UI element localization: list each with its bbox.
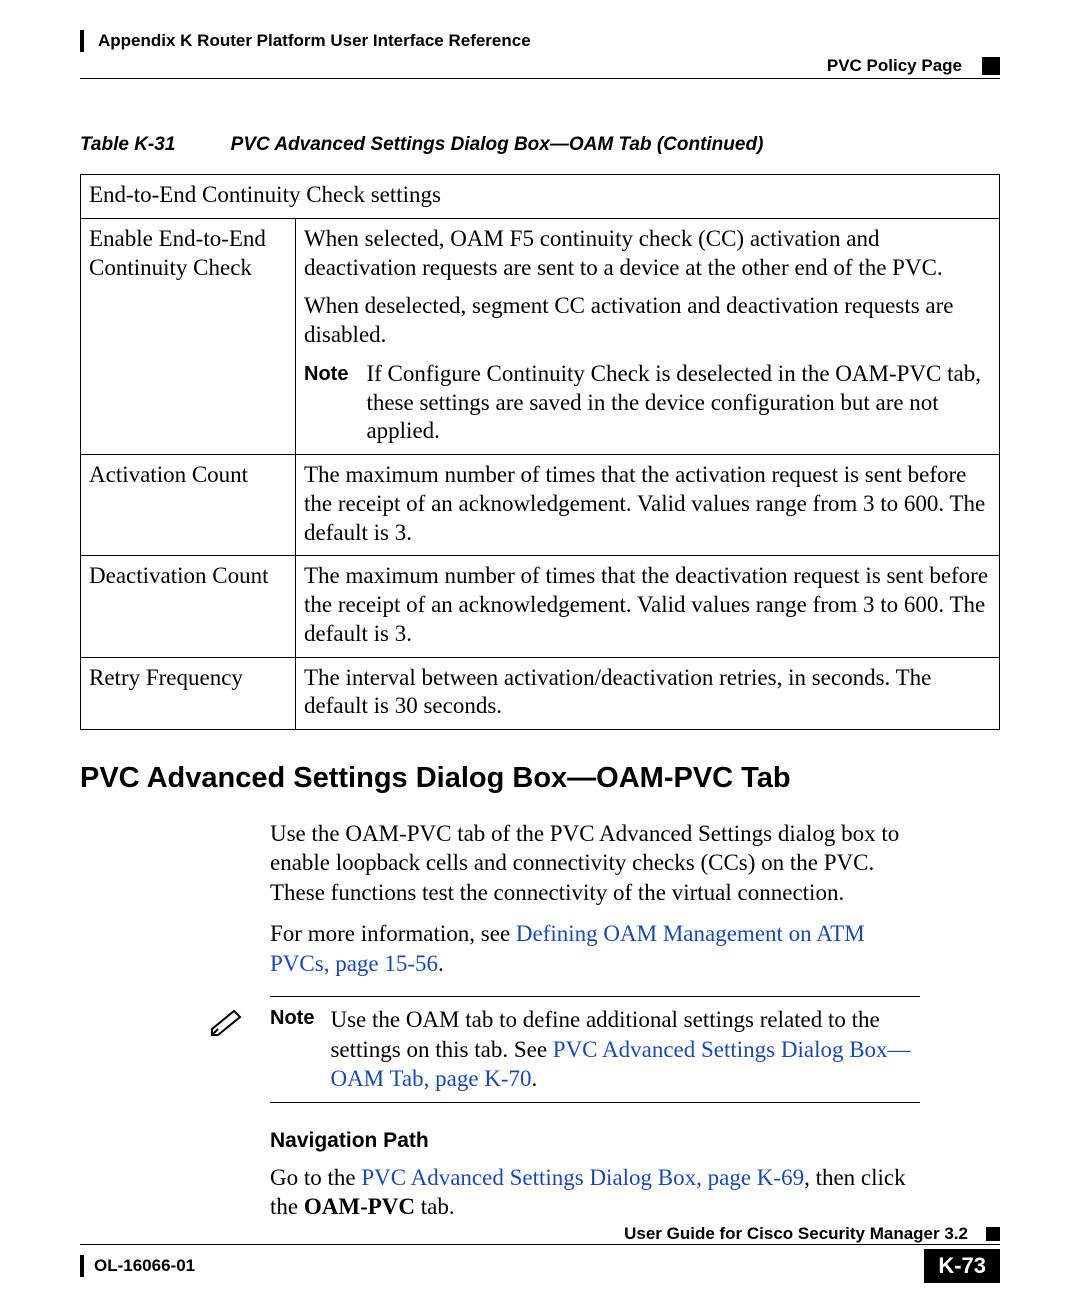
footer-doc-text: OL-16066-01 <box>94 1256 195 1276</box>
body-p1: Use the OAM-PVC tab of the PVC Advanced … <box>270 819 920 907</box>
page-number-badge: K-73 <box>924 1249 1000 1283</box>
note-callout-text: Use the OAM tab to define additional set… <box>330 1005 920 1093</box>
note-callout-content: Note Use the OAM tab to define additiona… <box>270 1005 920 1093</box>
nav-pre: Go to the <box>270 1165 361 1190</box>
settings-table: End-to-End Continuity Check settings Ena… <box>80 174 1000 730</box>
row-label-activation: Activation Count <box>81 455 296 556</box>
row-label-enable-cc: Enable End-to-End Continuity Check <box>81 218 296 454</box>
table-row: Retry Frequency The interval between act… <box>81 657 1000 730</box>
body-p2-post: . <box>438 951 444 976</box>
pencil-icon <box>210 1005 270 1037</box>
nav-post: tab. <box>415 1194 455 1219</box>
note-callout-label: Note <box>270 1005 314 1093</box>
body-p2: For more information, see Defining OAM M… <box>270 919 920 978</box>
footer-guide-title: User Guide for Cisco Security Manager 3.… <box>624 1224 968 1244</box>
footer-rule <box>80 1244 1000 1245</box>
page-footer: User Guide for Cisco Security Manager 3.… <box>80 1224 1000 1283</box>
nav-bold: OAM-PVC <box>304 1194 415 1219</box>
header-vertical-bar <box>80 30 84 52</box>
enable-cc-p2: When deselected, segment CC activation a… <box>304 292 991 350</box>
row-desc-deactivation: The maximum number of times that the dea… <box>296 556 1000 657</box>
table-row: Activation Count The maximum number of t… <box>81 455 1000 556</box>
footer-marker-icon <box>986 1227 1000 1241</box>
appendix-title: Appendix K Router Platform User Interfac… <box>98 31 531 51</box>
note-text: If Configure Continuity Check is deselec… <box>366 360 991 446</box>
note-text-post: . <box>532 1066 538 1091</box>
note-callout: Note Use the OAM tab to define additiona… <box>210 996 920 1102</box>
note-label: Note <box>304 360 348 387</box>
body-p2-pre: For more information, see <box>270 921 516 946</box>
nav-path-text: Go to the PVC Advanced Settings Dialog B… <box>270 1163 920 1222</box>
table-section-row: End-to-End Continuity Check settings <box>81 175 1000 219</box>
row-desc-activation: The maximum number of times that the act… <box>296 455 1000 556</box>
table-number: Table K-31 <box>80 134 175 155</box>
nav-path-heading: Navigation Path <box>270 1129 1000 1153</box>
table-section-header: End-to-End Continuity Check settings <box>81 175 1000 219</box>
enable-cc-p1: When selected, OAM F5 continuity check (… <box>304 225 991 283</box>
row-label-deactivation: Deactivation Count <box>81 556 296 657</box>
footer-doc-number: OL-16066-01 <box>80 1255 195 1277</box>
row-label-retry: Retry Frequency <box>81 657 296 730</box>
section-heading: PVC Advanced Settings Dialog Box—OAM-PVC… <box>80 762 1000 795</box>
table-row: Enable End-to-End Continuity Check When … <box>81 218 1000 454</box>
row-desc-enable-cc: When selected, OAM F5 continuity check (… <box>296 218 1000 454</box>
footer-vertical-bar <box>80 1255 84 1277</box>
header-rule <box>80 78 1000 79</box>
body-text: Use the OAM-PVC tab of the PVC Advanced … <box>270 819 920 978</box>
page-header-left: Appendix K Router Platform User Interfac… <box>80 30 1000 52</box>
table-title: PVC Advanced Settings Dialog Box—OAM Tab… <box>231 134 764 155</box>
chapter-marker-icon <box>982 57 1000 75</box>
table-caption: Table K-31 PVC Advanced Settings Dialog … <box>80 134 1000 156</box>
section-name: PVC Policy Page <box>827 56 962 76</box>
table-row: Deactivation Count The maximum number of… <box>81 556 1000 657</box>
page-header-right: PVC Policy Page <box>80 56 1000 76</box>
link-pvc-dialog[interactable]: PVC Advanced Settings Dialog Box, page K… <box>361 1165 804 1190</box>
note-rule-bottom <box>270 1102 920 1103</box>
enable-cc-note: Note If Configure Continuity Check is de… <box>304 360 991 446</box>
row-desc-retry: The interval between activation/deactiva… <box>296 657 1000 730</box>
